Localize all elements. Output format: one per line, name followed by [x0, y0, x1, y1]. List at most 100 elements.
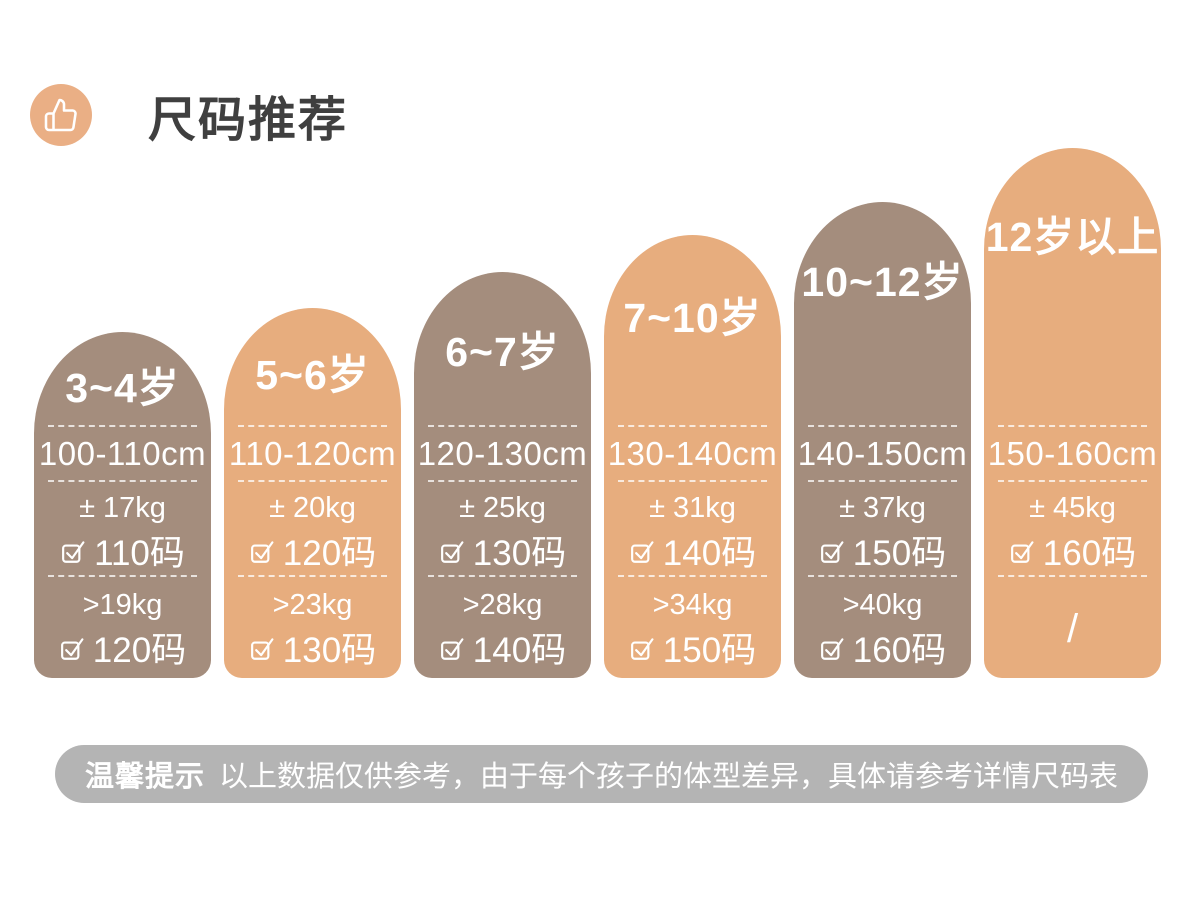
weight-label: ± 25kg — [459, 491, 546, 524]
size-columns: 3~4岁 100-110cm ± 17kg 110码 >19kg 120码 5~6岁 110-… — [34, 148, 1161, 678]
notice-banner: 温馨提示 以上数据仅供参考，由于每个孩子的体型差异，具体请参考详情尺码表 — [55, 745, 1148, 803]
size-label: 120码 — [282, 533, 377, 573]
checkbox-icon — [820, 637, 844, 660]
size-row: 150码 — [819, 527, 946, 573]
dashed-divider — [618, 575, 767, 577]
size-column-1: 3~4岁 100-110cm ± 17kg 110码 >19kg 120码 — [34, 332, 211, 678]
checkbox-icon — [250, 637, 274, 660]
size-label: 110码 — [94, 533, 185, 573]
dashed-divider — [998, 480, 1147, 482]
dashed-divider — [618, 425, 767, 427]
height-range-label: 110-120cm — [228, 434, 397, 472]
column-body: 100-110cm ± 17kg 110码 >19kg 120码 — [34, 425, 211, 678]
weight-label: >23kg — [272, 588, 353, 621]
checkbox-icon — [440, 540, 464, 563]
dashed-divider — [48, 425, 197, 427]
checkbox-icon — [440, 637, 464, 660]
section-header: 尺码推荐 — [30, 80, 348, 150]
checkbox-icon — [62, 540, 85, 563]
size-row: 150码 — [629, 624, 756, 670]
dashed-divider — [998, 425, 1147, 427]
size-label: 130码 — [282, 630, 377, 670]
age-label: 3~4岁 — [65, 365, 180, 411]
size-row: 140码 — [439, 624, 566, 670]
dashed-divider — [428, 575, 577, 577]
dashed-divider — [808, 480, 957, 482]
weight-size-group: ± 25kg 130码 — [414, 482, 591, 575]
weight-label: ± 37kg — [839, 491, 926, 524]
checkbox-icon — [60, 637, 84, 660]
column-body: 150-160cm ± 45kg 160码 / — [984, 425, 1161, 678]
dashed-divider — [238, 575, 387, 577]
height-range-label: 100-110cm — [38, 434, 207, 472]
age-label: 12岁以上 — [985, 214, 1160, 260]
size-column-5: 10~12岁 140-150cm ± 37kg 150码 >40kg 160码 — [794, 202, 971, 678]
height-range-label: 150-160cm — [987, 434, 1158, 472]
size-label: 130码 — [472, 533, 567, 573]
weight-size-group: ± 45kg 160码 — [984, 482, 1161, 575]
size-row: 130码 — [249, 624, 376, 670]
dashed-divider — [808, 575, 957, 577]
weight-label: >28kg — [462, 588, 543, 621]
weight-label: >34kg — [652, 588, 733, 621]
dashed-divider — [428, 480, 577, 482]
checkbox-icon — [820, 540, 844, 563]
checkbox-icon — [1010, 540, 1034, 563]
weight-label: ± 20kg — [269, 491, 356, 524]
weight-size-group: >23kg 130码 — [224, 577, 401, 678]
weight-label: >19kg — [82, 588, 163, 621]
notice-text: 以上数据仅供参考，由于每个孩子的体型差异，具体请参考详情尺码表 — [219, 761, 1119, 793]
height-range-label: 120-130cm — [417, 434, 588, 472]
weight-size-group: ± 20kg 120码 — [224, 482, 401, 575]
size-label: 150码 — [662, 630, 757, 670]
weight-size-group: ± 17kg 110码 — [34, 482, 211, 575]
weight-size-group: ± 31kg 140码 — [604, 482, 781, 575]
size-row: 120码 — [249, 527, 376, 573]
dashed-divider — [998, 575, 1147, 577]
dashed-divider — [238, 480, 387, 482]
height-range-label: 130-140cm — [607, 434, 778, 472]
weight-size-group: ± 37kg 150码 — [794, 482, 971, 575]
size-row: 120码 — [59, 624, 186, 670]
thumbs-up-icon — [44, 98, 77, 132]
height-range-label: 140-150cm — [797, 434, 968, 472]
column-body: 110-120cm ± 20kg 120码 >23kg 130码 — [224, 425, 401, 678]
checkbox-icon — [630, 540, 654, 563]
no-size-placeholder: / — [1066, 606, 1079, 651]
size-row: 160码 — [1009, 527, 1136, 573]
size-label: 140码 — [662, 533, 757, 573]
weight-size-group: >28kg 140码 — [414, 577, 591, 678]
size-label: 140码 — [472, 630, 567, 670]
column-body: 140-150cm ± 37kg 150码 >40kg 160码 — [794, 425, 971, 678]
weight-label: ± 45kg — [1029, 491, 1116, 524]
column-body: 120-130cm ± 25kg 130码 >28kg 140码 — [414, 425, 591, 678]
age-label: 5~6岁 — [255, 352, 370, 398]
size-column-3: 6~7岁 120-130cm ± 25kg 130码 >28kg 140码 — [414, 272, 591, 678]
weight-label: >40kg — [842, 588, 923, 621]
dashed-divider — [48, 575, 197, 577]
dashed-divider — [48, 480, 197, 482]
size-row: 110码 — [60, 527, 185, 573]
weight-size-group: / — [984, 577, 1161, 678]
size-column-4: 7~10岁 130-140cm ± 31kg 140码 >34kg 150码 — [604, 235, 781, 678]
size-column-6: 12岁以上 150-160cm ± 45kg 160码 / — [984, 148, 1161, 678]
column-body: 130-140cm ± 31kg 140码 >34kg 150码 — [604, 425, 781, 678]
notice-label: 温馨提示 — [84, 761, 205, 793]
weight-size-group: >40kg 160码 — [794, 577, 971, 678]
size-row: 130码 — [439, 527, 566, 573]
page-title: 尺码推荐 — [148, 94, 349, 147]
dashed-divider — [618, 480, 767, 482]
weight-size-group: >19kg 120码 — [34, 577, 211, 678]
dashed-divider — [238, 425, 387, 427]
size-label: 160码 — [852, 630, 947, 670]
weight-label: ± 17kg — [79, 491, 166, 524]
age-label: 7~10岁 — [623, 295, 762, 341]
size-row: 140码 — [629, 527, 756, 573]
size-label: 120码 — [92, 630, 187, 670]
dashed-divider — [808, 425, 957, 427]
thumbs-up-badge — [30, 84, 92, 146]
age-label: 10~12岁 — [801, 259, 964, 305]
size-label: 150码 — [852, 533, 947, 573]
checkbox-icon — [250, 540, 274, 563]
size-column-2: 5~6岁 110-120cm ± 20kg 120码 >23kg 130码 — [224, 308, 401, 678]
